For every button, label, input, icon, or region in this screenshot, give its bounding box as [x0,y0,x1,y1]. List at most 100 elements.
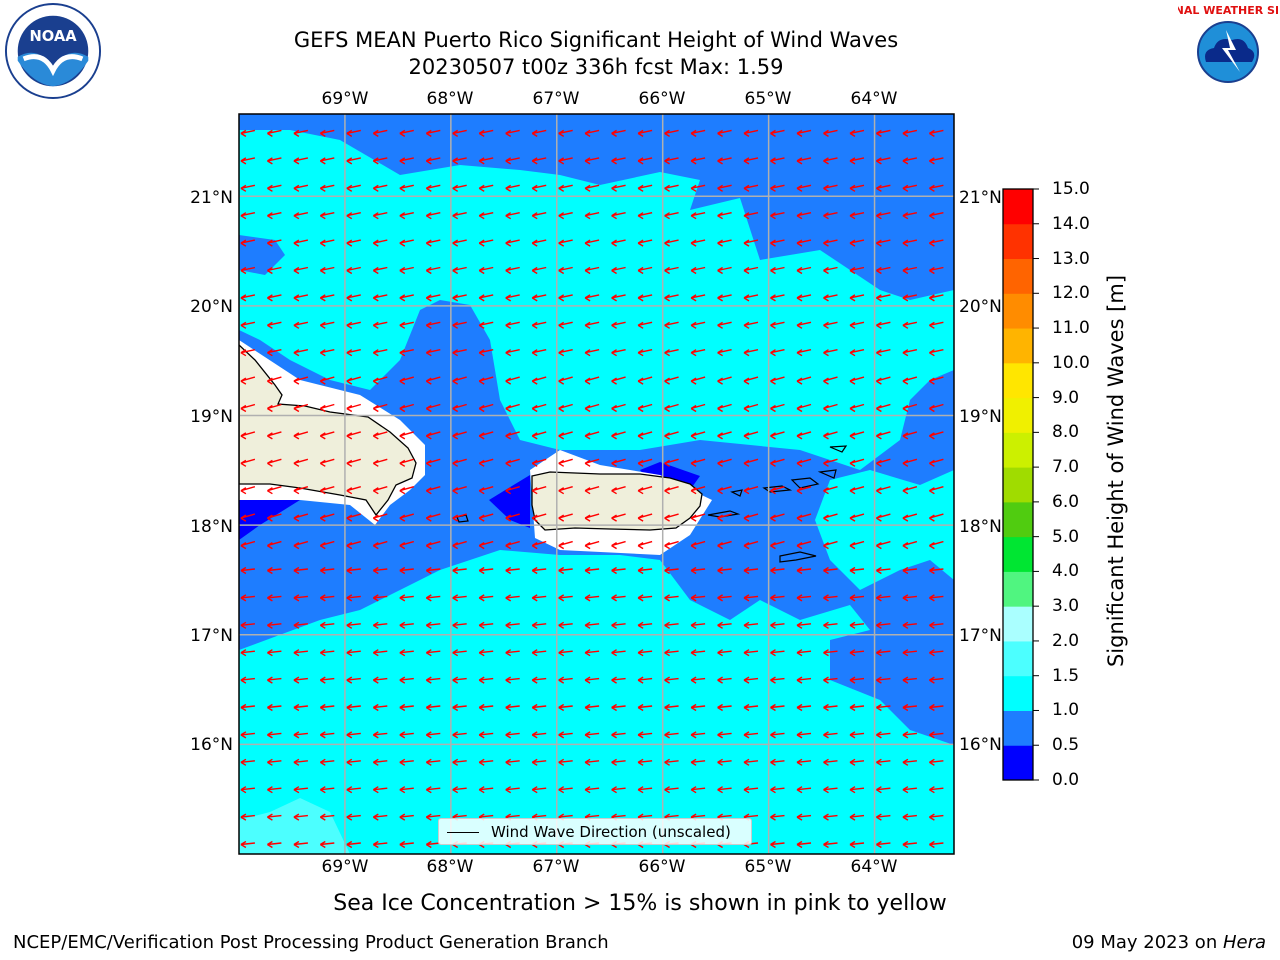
colorbar-segment-12 [1003,328,1033,364]
wave-arrow [478,266,494,275]
wave-arrow [770,513,785,522]
wave-arrow [611,294,626,302]
wave-arrow [796,431,812,440]
wave-arrow [346,294,361,302]
wave-arrow [664,157,679,165]
wave-arrow [267,376,282,385]
wave-arrow [796,621,812,629]
wave-arrow [717,376,732,385]
wave-arrow [319,566,335,575]
lon-label-top-64w: 64°W [850,89,898,109]
colorbar-tick-label: 15.0 [1052,179,1090,199]
wave-arrow [372,266,388,275]
wave-arrow [849,786,865,794]
wave-arrow [770,403,785,413]
wave-arrow [399,840,414,849]
wave-arrow [478,294,494,302]
wave-arrow [240,486,256,495]
wave-arrow [902,294,918,302]
map-legend: Wind Wave Direction (unscaled) [438,818,752,845]
wave-arrow [558,566,573,575]
wave-arrow [425,786,441,794]
wave-arrow [505,786,520,794]
wave-arrow [531,649,547,657]
wave-arrow [240,349,256,357]
lat-label-left-21n: 21°N [190,188,233,208]
wave-arrow [664,266,679,275]
wave-arrow [717,321,732,329]
wave-arrow [717,540,732,550]
wave-arrow [505,540,520,550]
colorbar-segment-2 [1003,675,1033,711]
lat-label-right-17n: 17°N [959,626,1002,646]
wave-arrow [770,431,785,440]
wave-arrow [505,731,520,739]
wave-arrow [293,431,309,440]
wave-arrow [240,403,256,413]
wave-arrow [319,157,335,165]
wave-arrow [637,239,653,247]
wave-arrow [584,594,600,602]
wave-arrow [637,758,653,766]
wave-arrow [267,813,282,821]
wave-arrow [399,212,414,220]
svg-text:NOAA: NOAA [29,28,77,45]
wave-arrow [717,594,732,602]
wave-arrow [372,239,388,247]
wave-arrow [425,813,441,821]
footer-date-text: 09 May 2023 on [1071,932,1223,953]
wave-arrow [690,212,706,220]
wave-arrow [267,566,282,575]
wave-arrow [505,184,520,192]
wave-arrow [505,403,520,413]
wave-arrow [558,513,573,522]
wave-arrow [796,758,812,766]
wave-arrow [240,321,256,329]
wave-arrow [425,212,441,220]
wave-arrow [690,403,706,413]
wave-arrow [505,458,520,467]
wave-arrow [902,431,918,440]
wave-arrow [240,594,255,602]
wave-arrow [637,212,653,220]
wave-arrow [717,786,732,794]
wave-arrow [319,321,335,329]
wave-arrow [452,703,467,712]
wave-arrow [372,349,388,357]
lon-label-top-67w: 67°W [532,89,580,109]
wave-arrow [452,129,467,138]
colorbar-segment-3 [1003,640,1033,677]
wave-arrow [876,239,891,247]
wave-arrow [346,513,361,522]
wave-arrow [346,266,361,275]
wave-arrow [267,676,282,684]
wave-arrow [240,157,256,165]
svg-text:NATIONAL WEATHER SERVICE: NATIONAL WEATHER SERVICE [1178,4,1278,17]
wave-arrow [770,649,785,657]
wave-arrow [558,621,573,629]
wave-arrow [796,486,812,495]
wave-arrow [346,129,361,138]
wave-arrow [849,513,865,522]
wave-arrow [452,376,467,385]
wave-arrow [823,431,838,440]
wave-arrow [531,431,547,440]
lat-label-left-17n: 17°N [190,626,233,646]
lat-label-right-18n: 18°N [959,517,1002,537]
wave-arrow [611,458,626,467]
wave-arrow [717,431,732,440]
wave-arrow [611,621,626,629]
wave-arrow [823,676,838,684]
wave-arrow [690,129,706,138]
wave-arrow [690,431,706,440]
wave-arrow [478,513,494,522]
wave-arrow [478,321,494,329]
wave-arrow [849,376,865,385]
wave-arrow [770,321,785,329]
wave-arrow [743,239,759,247]
wave-contour-east-1.0-1.5 [815,470,954,590]
wave-arrow [902,129,918,138]
wave-arrow [478,129,494,138]
wave-arrow [664,649,679,657]
wave-arrow [823,594,838,602]
